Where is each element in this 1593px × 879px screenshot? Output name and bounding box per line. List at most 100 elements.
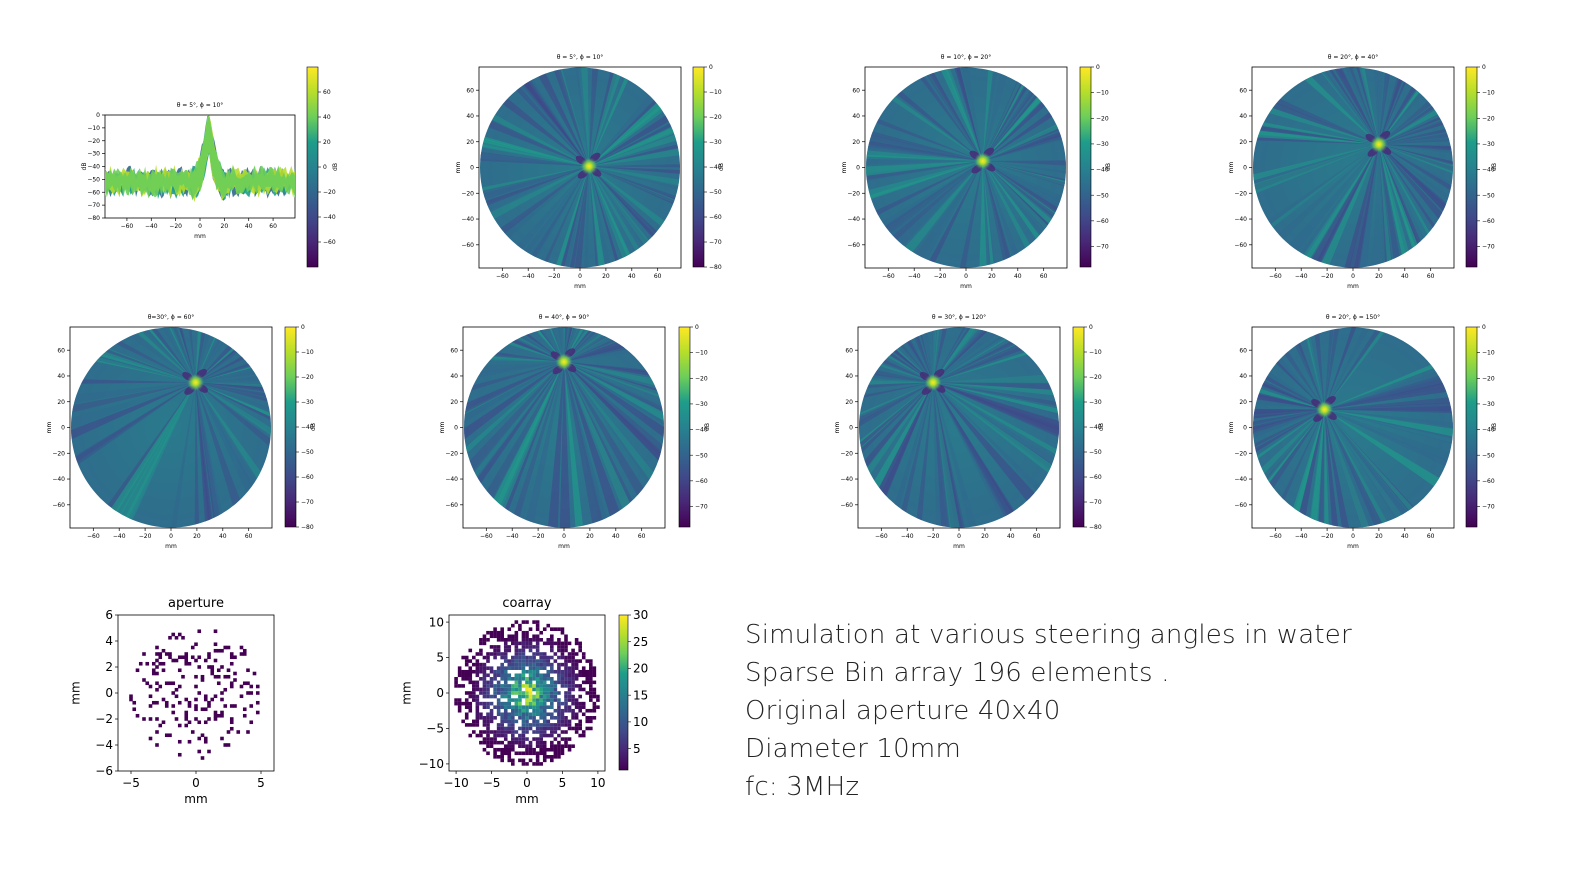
coarray-cell bbox=[557, 627, 561, 631]
colorbar-tick-label: −50 bbox=[1482, 452, 1495, 459]
beam-streak bbox=[1324, 327, 1350, 410]
beam-streak bbox=[933, 382, 1059, 519]
beam-streak bbox=[71, 382, 196, 435]
beam-streak bbox=[195, 327, 271, 383]
aperture-element bbox=[223, 687, 228, 692]
y-tick-label: −2 bbox=[95, 712, 113, 726]
x-axis-label: mm bbox=[1347, 283, 1359, 290]
coarray-cell bbox=[525, 723, 529, 727]
coarray-cell bbox=[535, 634, 540, 639]
coarray-cell bbox=[479, 648, 483, 653]
coarray-cell bbox=[532, 645, 536, 649]
coarray-cell bbox=[493, 652, 497, 656]
beam-streak bbox=[866, 129, 983, 162]
colorbar bbox=[1465, 66, 1478, 268]
coarray-cell bbox=[496, 648, 501, 653]
coarray-cell bbox=[503, 673, 508, 678]
coarray-cell bbox=[589, 719, 593, 724]
coarray-cell bbox=[589, 694, 593, 699]
beam-streak bbox=[1253, 375, 1325, 410]
coarray-cell bbox=[500, 719, 504, 724]
beam-streak bbox=[1378, 67, 1453, 145]
beam-streak bbox=[195, 327, 271, 383]
coarray-cell bbox=[518, 655, 522, 660]
aperture-element bbox=[246, 691, 250, 695]
coarray-cell bbox=[479, 638, 483, 642]
coarray-cell bbox=[482, 740, 487, 745]
coarray-cell bbox=[496, 630, 501, 635]
aperture-element bbox=[210, 671, 215, 676]
coarray-cell bbox=[521, 723, 526, 727]
coarray-cell bbox=[486, 673, 490, 678]
coarray-cell bbox=[553, 726, 558, 731]
aperture-element bbox=[161, 720, 166, 725]
beam-streak bbox=[866, 67, 983, 162]
colorbar-tick-label: −10 bbox=[1482, 350, 1495, 357]
coarray-cell bbox=[500, 747, 504, 752]
coarray-cell bbox=[479, 662, 483, 667]
coarray-cell bbox=[461, 669, 465, 674]
beam-streak bbox=[195, 382, 271, 475]
beam-streak bbox=[933, 382, 1059, 515]
beam-streak bbox=[1253, 119, 1379, 145]
coarray-cell bbox=[514, 645, 519, 649]
beam-streak bbox=[99, 327, 196, 383]
coarray-cell bbox=[514, 659, 519, 663]
coarray-cell bbox=[542, 659, 547, 663]
beam-streak bbox=[1364, 67, 1379, 145]
colorbar-tick-label: −70 bbox=[695, 504, 708, 511]
coarray-cell bbox=[489, 708, 494, 713]
y-tick-label: −40 bbox=[1234, 476, 1247, 483]
beam-streak bbox=[859, 348, 934, 383]
coarray-cell bbox=[550, 726, 554, 731]
beam-streak bbox=[564, 327, 664, 362]
x-tick-label: 60 bbox=[638, 533, 646, 540]
coarray-cell bbox=[546, 662, 551, 667]
colorbar-tick-label: 20 bbox=[633, 662, 648, 676]
coarray-cell bbox=[503, 712, 508, 717]
coarray-cell bbox=[542, 716, 547, 720]
beam-streak bbox=[195, 382, 223, 528]
beam-streak bbox=[859, 327, 934, 383]
coarray-cell bbox=[546, 712, 551, 717]
coarray-cell bbox=[518, 705, 522, 709]
x-tick-label: −20 bbox=[1321, 273, 1334, 280]
beam-streak bbox=[195, 382, 271, 428]
coarray-cell bbox=[574, 716, 579, 720]
coarray-cell bbox=[557, 744, 561, 748]
aperture-element bbox=[203, 707, 208, 712]
y-axis-label: mm bbox=[1228, 162, 1235, 174]
beam-streak bbox=[589, 166, 680, 245]
beam-streak bbox=[933, 382, 1047, 528]
coarray-cell bbox=[553, 652, 558, 656]
beam-streak bbox=[1253, 327, 1325, 410]
beam-streak bbox=[933, 382, 1059, 424]
colorbar-tick-label: −60 bbox=[1482, 218, 1495, 225]
coarray-cell bbox=[475, 712, 480, 717]
aperture-disk bbox=[866, 67, 1066, 268]
coarray-cell bbox=[592, 691, 597, 695]
beam-streak bbox=[1378, 144, 1453, 226]
coarray-cell bbox=[507, 684, 512, 688]
beam-streak bbox=[71, 382, 196, 419]
coarray-cell bbox=[542, 684, 547, 688]
coarray-cell bbox=[468, 691, 473, 695]
coarray-cell bbox=[557, 680, 561, 685]
coarray-cell bbox=[539, 698, 543, 702]
coarray-cell bbox=[528, 666, 533, 670]
aperture-element bbox=[177, 723, 182, 728]
beam-streak bbox=[195, 382, 271, 528]
coarray-cell bbox=[482, 723, 487, 727]
coarray-cell bbox=[557, 673, 561, 678]
aperture-element bbox=[184, 713, 189, 718]
coarray-cell bbox=[496, 687, 501, 692]
coarray-cell bbox=[482, 716, 487, 720]
coarray-cell bbox=[567, 659, 572, 663]
coarray-cell bbox=[503, 730, 508, 734]
beam-streak bbox=[589, 67, 680, 167]
coarray-cell bbox=[514, 684, 519, 688]
coarray-cell bbox=[542, 705, 547, 709]
colorbar-label: dB bbox=[332, 163, 339, 171]
coarray-cell bbox=[571, 669, 575, 674]
